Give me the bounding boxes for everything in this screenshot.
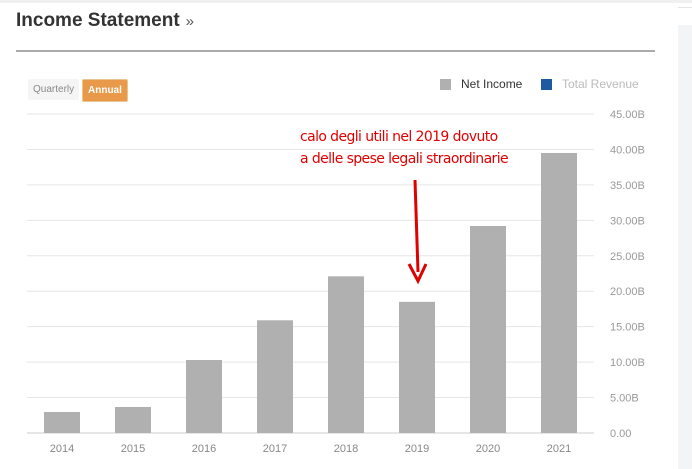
x-tick-label: 2017 bbox=[263, 443, 287, 455]
annual-toggle[interactable]: Annual bbox=[82, 79, 128, 102]
y-tick-label: 30.00B bbox=[610, 215, 645, 227]
y-tick-label: 10.00B bbox=[610, 357, 645, 369]
annotation-line: a delle spese legali straordinarie bbox=[300, 151, 509, 167]
x-tick-label: 2018 bbox=[334, 443, 358, 455]
legend-total-revenue[interactable]: Total Revenue bbox=[541, 77, 639, 91]
y-tick-label: 25.00B bbox=[610, 251, 645, 263]
y-tick-label: 45.00B bbox=[610, 109, 645, 121]
y-tick-label: 35.00B bbox=[610, 180, 645, 192]
x-tick-label: 2015 bbox=[121, 443, 145, 455]
y-tick-label: 40.00B bbox=[610, 144, 645, 156]
y-tick-label: 0.00 bbox=[610, 428, 631, 440]
bar-2015 bbox=[115, 406, 151, 433]
legend-swatch bbox=[440, 78, 451, 90]
x-tick-label: 2014 bbox=[50, 443, 74, 455]
y-tick-label: 15.00B bbox=[610, 322, 645, 334]
quarterly-toggle[interactable]: Quarterly bbox=[28, 79, 80, 100]
annotation-line: calo degli utili nel 2019 dovuto bbox=[300, 129, 498, 145]
x-tick-label: 2016 bbox=[192, 443, 216, 455]
side-panel bbox=[678, 25, 692, 469]
chevron-right-icon[interactable]: » bbox=[185, 13, 194, 30]
top-border bbox=[0, 0, 692, 3]
page-title[interactable]: Income Statement » bbox=[16, 10, 194, 32]
bar-2020 bbox=[470, 226, 506, 433]
y-tick-label: 5.00B bbox=[610, 393, 639, 405]
bar-2017 bbox=[257, 320, 293, 433]
bar-2019 bbox=[399, 301, 435, 433]
title-divider bbox=[16, 50, 655, 52]
x-tick-label: 2020 bbox=[476, 443, 500, 455]
title-text: Income Statement bbox=[16, 10, 180, 31]
bar-2014 bbox=[44, 412, 80, 433]
bar-2018 bbox=[328, 276, 364, 433]
x-tick-label: 2021 bbox=[547, 443, 571, 455]
arrow-down-icon bbox=[407, 263, 428, 285]
legend-label: Total Revenue bbox=[562, 77, 639, 91]
y-tick-label: 20.00B bbox=[610, 286, 645, 298]
x-tick-label: 2019 bbox=[405, 443, 429, 455]
bar-2021 bbox=[541, 152, 577, 433]
bar-2016 bbox=[186, 359, 222, 433]
annotation-arrow-shaft bbox=[413, 179, 420, 273]
annotation: calo degli utili nel 2019 dovuto a delle … bbox=[300, 126, 509, 170]
legend-swatch bbox=[541, 78, 552, 90]
legend-net-income[interactable]: Net Income bbox=[440, 77, 522, 91]
divider bbox=[678, 7, 692, 8]
legend-label: Net Income bbox=[461, 77, 523, 91]
